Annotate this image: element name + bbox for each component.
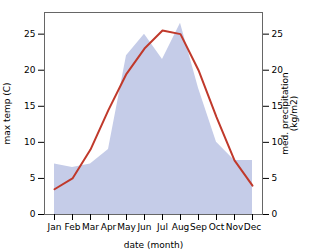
svg-text:Jun: Jun	[136, 222, 151, 232]
svg-text:Nov: Nov	[226, 222, 244, 232]
svg-text:Dec: Dec	[244, 222, 261, 232]
svg-text:Sep: Sep	[190, 222, 207, 232]
svg-text:15: 15	[271, 101, 283, 112]
svg-text:Aug: Aug	[172, 222, 190, 232]
svg-text:25: 25	[24, 29, 35, 39]
svg-text:5: 5	[30, 173, 36, 183]
svg-text:20: 20	[271, 65, 283, 76]
svg-text:med. precipitation(kg/m2): med. precipitation(kg/m2)	[280, 72, 299, 154]
svg-text:Feb: Feb	[65, 222, 81, 232]
svg-text:5: 5	[272, 173, 278, 183]
svg-text:May: May	[117, 222, 136, 232]
svg-text:10: 10	[271, 137, 283, 148]
svg-text:0: 0	[272, 209, 278, 219]
svg-text:max temp (C): max temp (C)	[2, 82, 12, 144]
svg-text:10: 10	[24, 137, 36, 147]
svg-text:Jan: Jan	[47, 222, 62, 232]
svg-text:date (month): date (month)	[124, 240, 183, 250]
svg-text:Oct: Oct	[209, 222, 225, 232]
svg-text:25: 25	[272, 29, 283, 39]
svg-text:0: 0	[30, 209, 36, 219]
svg-text:Apr: Apr	[101, 222, 117, 232]
svg-text:Jul: Jul	[156, 222, 168, 232]
svg-text:Mar: Mar	[82, 222, 99, 232]
svg-text:20: 20	[24, 65, 36, 75]
svg-text:15: 15	[24, 101, 35, 111]
